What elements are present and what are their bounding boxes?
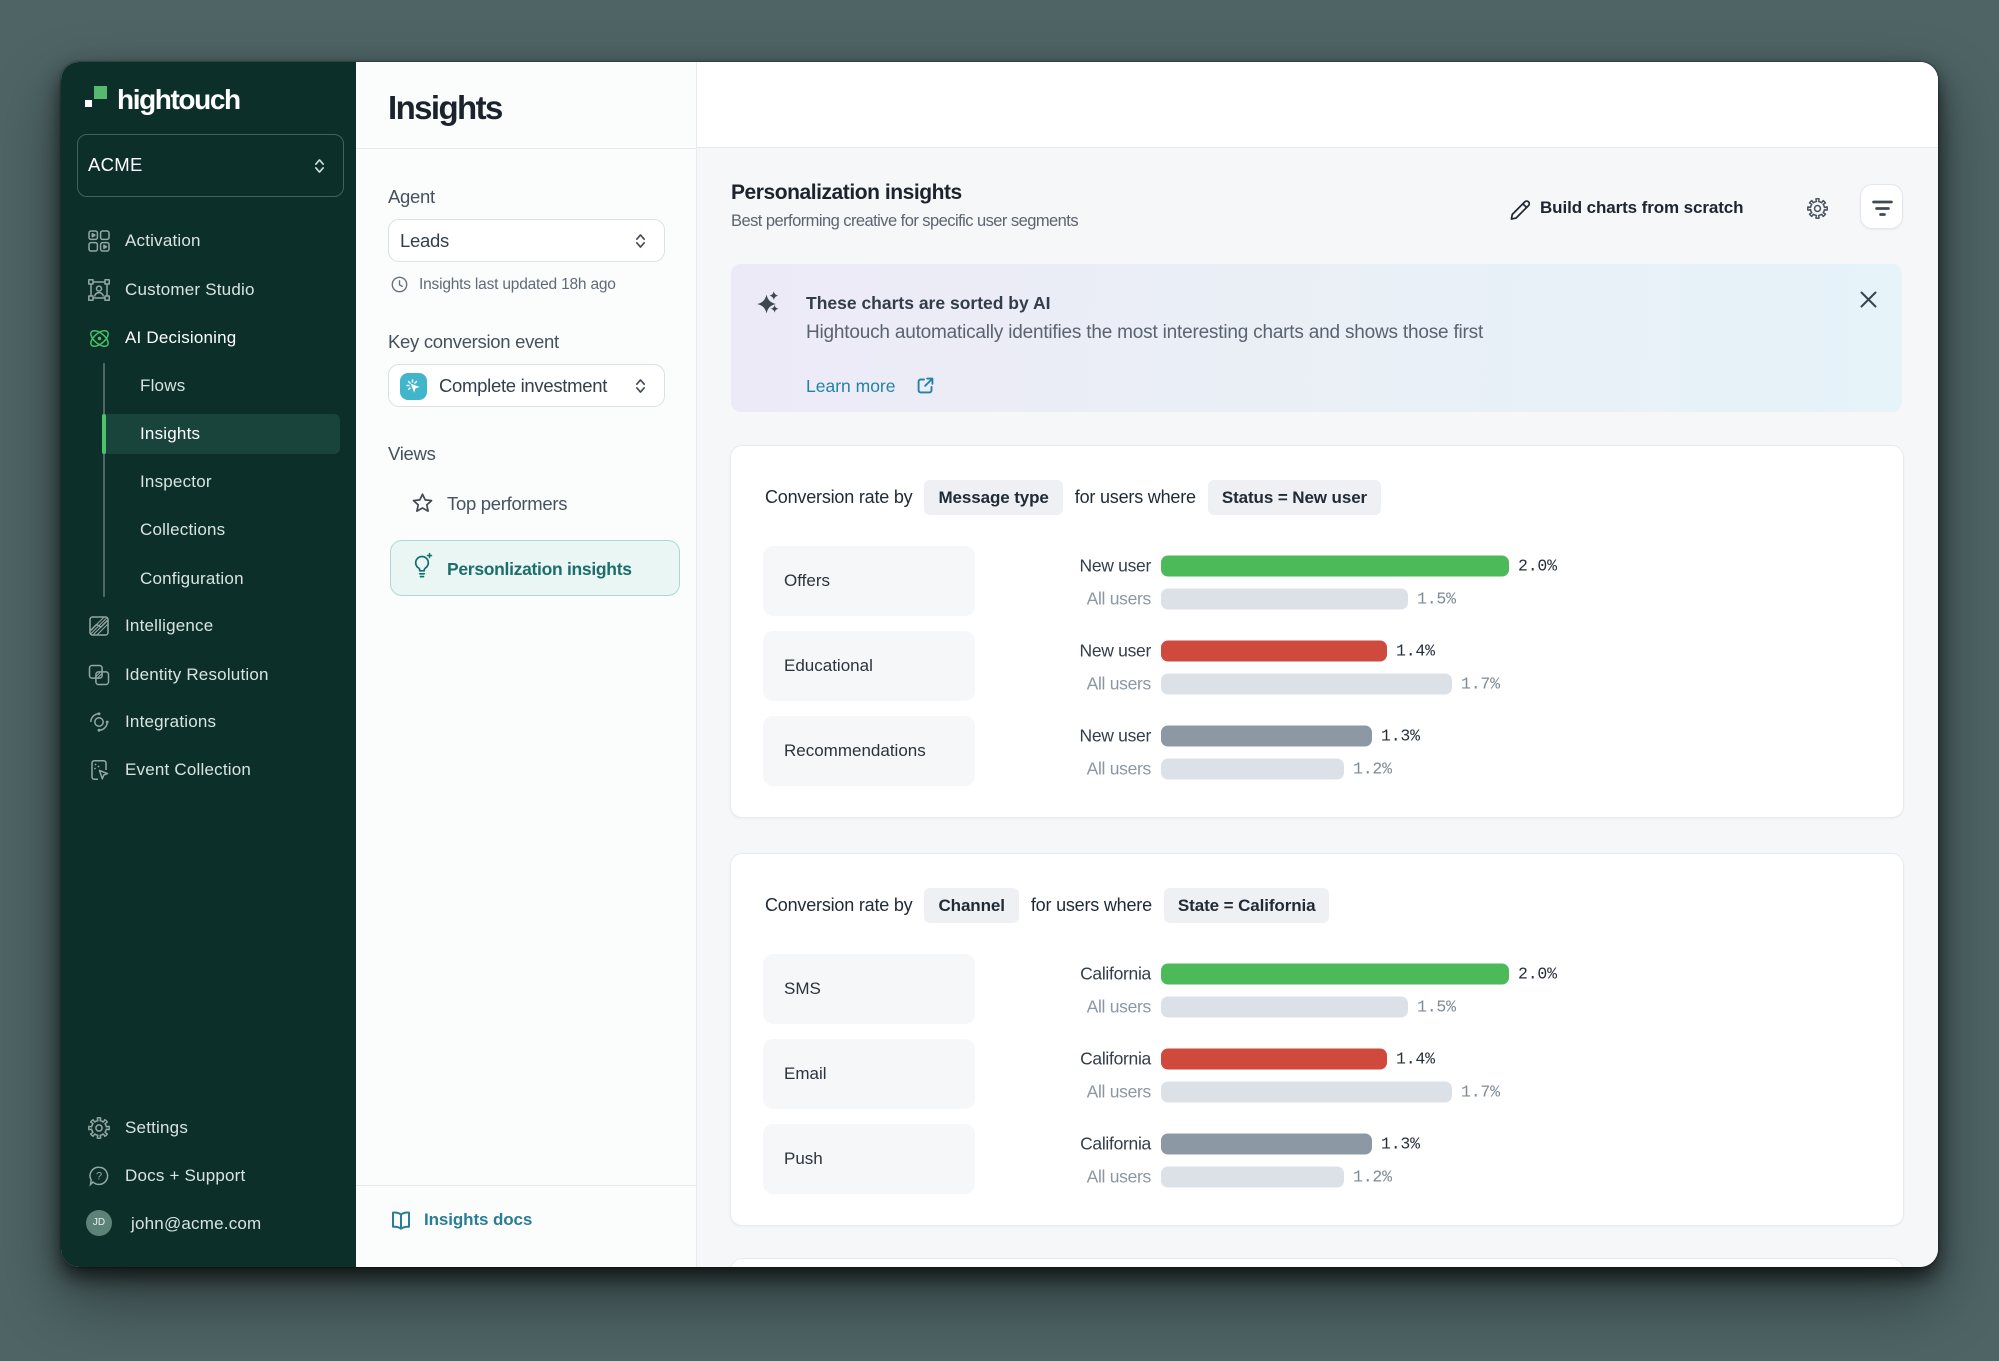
svg-text:?: ?: [96, 1171, 102, 1183]
